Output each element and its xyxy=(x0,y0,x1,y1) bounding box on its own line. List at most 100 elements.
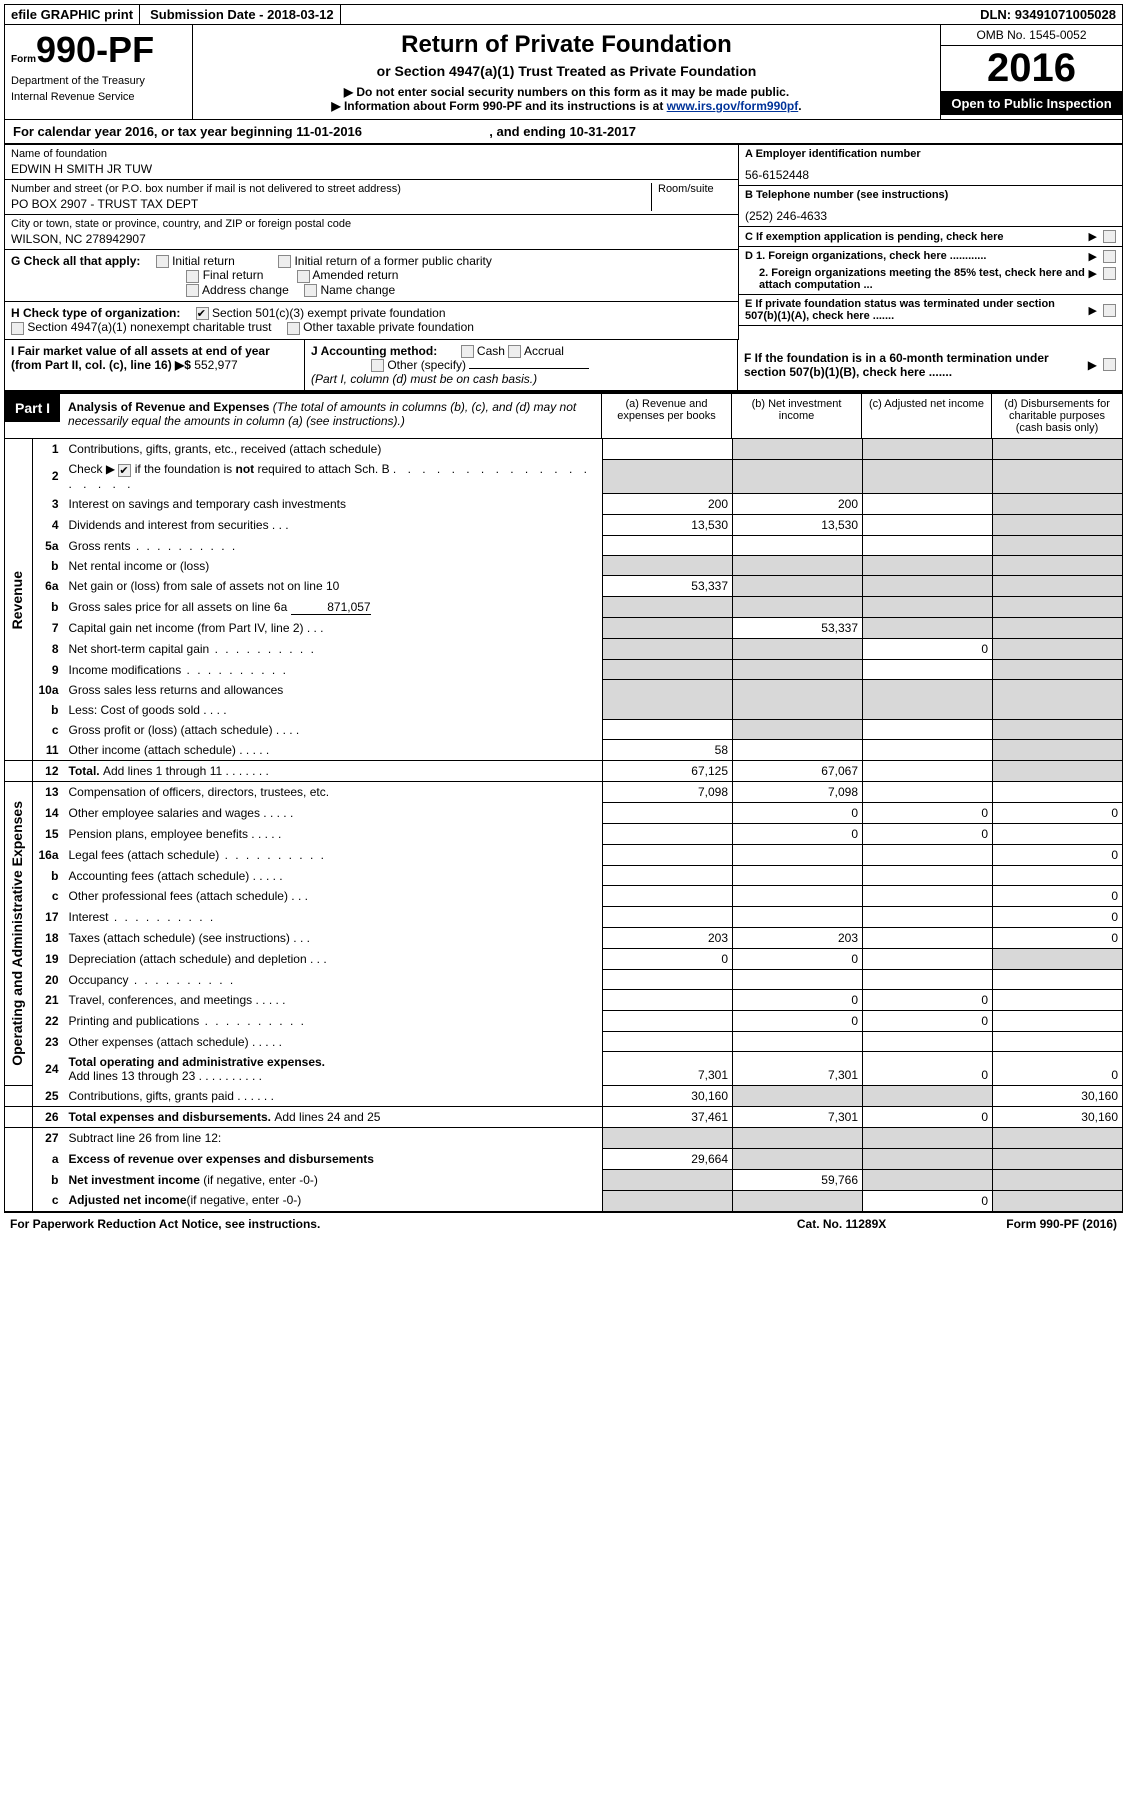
line-2-desc: Check ▶ if the foundation is not require… xyxy=(65,459,603,493)
line-10c-no: c xyxy=(33,720,65,740)
line-6b-b xyxy=(733,597,863,618)
line-16c-c xyxy=(863,886,993,907)
checkbox-c[interactable] xyxy=(1103,230,1116,243)
line-10ab-c xyxy=(863,680,993,720)
checkbox-amended[interactable] xyxy=(297,270,310,283)
g-opt3: Final return xyxy=(203,268,264,282)
dln-value: 93491071005028 xyxy=(1015,7,1116,22)
page-footer: For Paperwork Reduction Act Notice, see … xyxy=(4,1213,1123,1235)
line-6b-a xyxy=(603,597,733,618)
line-16a-desc: Legal fees (attach schedule) xyxy=(65,845,603,866)
line-19-c xyxy=(863,949,993,970)
line-27a-c xyxy=(863,1148,993,1169)
checkbox-accrual[interactable] xyxy=(508,345,521,358)
line-9-b xyxy=(733,660,863,680)
checkbox-f[interactable] xyxy=(1103,358,1116,371)
line-18-a: 203 xyxy=(603,928,733,949)
checkbox-4947[interactable] xyxy=(11,322,24,335)
section-j: J Accounting method: Cash Accrual Other … xyxy=(305,340,738,391)
line-5b-desc: Net rental income or (loss) xyxy=(65,556,603,576)
header-right: OMB No. 1545-0052 2016 Open to Public In… xyxy=(940,25,1122,119)
line-27a-desc: Excess of revenue over expenses and disb… xyxy=(65,1148,603,1169)
other-specify-input[interactable] xyxy=(469,368,589,369)
line-16a-d: 0 xyxy=(993,845,1123,866)
g-label: G Check all that apply: xyxy=(11,254,140,268)
checkbox-501c3[interactable] xyxy=(196,307,209,320)
dln-cell: DLN: 93491071005028 xyxy=(974,5,1122,24)
section-i: I Fair market value of all assets at end… xyxy=(5,340,305,391)
tel-value: (252) 246-4633 xyxy=(745,209,1116,223)
line-27a-d xyxy=(993,1148,1123,1169)
d1-label: D 1. Foreign organizations, check here .… xyxy=(745,250,1089,263)
checkbox-address-change[interactable] xyxy=(186,284,199,297)
col-b-header: (b) Net investment income xyxy=(732,394,862,438)
checkbox-initial-return[interactable] xyxy=(156,255,169,268)
part1-table: Revenue 1 Contributions, gifts, grants, … xyxy=(4,439,1123,1212)
line-9-a xyxy=(603,660,733,680)
line-11-c xyxy=(863,740,993,761)
line-15-c: 0 xyxy=(863,824,993,845)
d2-label: 2. Foreign organizations meeting the 85%… xyxy=(745,267,1089,291)
line-27-b xyxy=(733,1128,863,1149)
arrow-icon: ▶ xyxy=(1088,358,1097,372)
line-3-desc: Interest on savings and temporary cash i… xyxy=(65,494,603,515)
checkbox-name-change[interactable] xyxy=(304,284,317,297)
part1-header: Part I Analysis of Revenue and Expenses … xyxy=(4,392,1123,439)
open-inspection: Open to Public Inspection xyxy=(941,92,1122,115)
line-26-desc: Total expenses and disbursements. Add li… xyxy=(65,1107,603,1128)
checkbox-d2[interactable] xyxy=(1103,267,1116,280)
line-14-c: 0 xyxy=(863,803,993,824)
line-5a-d xyxy=(993,536,1123,556)
line-17-b xyxy=(733,907,863,928)
line-24-no: 24 xyxy=(33,1052,65,1086)
checkbox-schb[interactable] xyxy=(118,464,131,477)
line-14-b: 0 xyxy=(733,803,863,824)
line-9-desc: Income modifications xyxy=(65,660,603,680)
checkbox-initial-former[interactable] xyxy=(278,255,291,268)
checkbox-final-return[interactable] xyxy=(186,270,199,283)
line-26-c: 0 xyxy=(863,1107,993,1128)
col-d-header: (d) Disbursements for charitable purpose… xyxy=(992,394,1122,438)
line-27b-a xyxy=(603,1169,733,1190)
foundation-name: EDWIN H SMITH JR TUW xyxy=(11,162,732,176)
line-22-a xyxy=(603,1011,733,1032)
line-5a-b xyxy=(733,536,863,556)
line-12-desc: Total. Add lines 1 through 11 . . . . . … xyxy=(65,761,603,782)
line-8-desc: Net short-term capital gain xyxy=(65,639,603,660)
line-27-no: 27 xyxy=(33,1128,65,1149)
line-2-d xyxy=(993,459,1123,493)
line-24-d: 0 xyxy=(993,1052,1123,1086)
line-10c-b xyxy=(733,720,863,740)
fair-market-value: 552,977 xyxy=(194,358,237,372)
line-23-d xyxy=(993,1032,1123,1052)
line-1-no: 1 xyxy=(33,439,65,459)
line-27-d xyxy=(993,1128,1123,1149)
line-10b-no: b xyxy=(33,700,65,720)
g-opt4: Amended return xyxy=(312,268,398,282)
line-3-b: 200 xyxy=(733,494,863,515)
line-1-b xyxy=(733,439,863,459)
info-note-link[interactable]: www.irs.gov/form990pf xyxy=(667,99,799,113)
spacer xyxy=(5,1128,33,1212)
addr-label: Number and street (or P.O. box number if… xyxy=(11,183,647,195)
form-container: efile GRAPHIC print Submission Date - 20… xyxy=(0,0,1127,1239)
line-4-desc: Dividends and interest from securities .… xyxy=(65,515,603,536)
checkbox-cash[interactable] xyxy=(461,345,474,358)
checkbox-d1[interactable] xyxy=(1103,250,1116,263)
checkbox-other-taxable[interactable] xyxy=(287,322,300,335)
city-cell: City or town, state or province, country… xyxy=(5,215,738,250)
section-g: G Check all that apply: Initial return I… xyxy=(5,250,738,302)
checkbox-other[interactable] xyxy=(371,359,384,372)
line-12-b: 67,067 xyxy=(733,761,863,782)
c-label: C If exemption application is pending, c… xyxy=(745,231,1089,243)
line-7-desc: Capital gain net income (from Part IV, l… xyxy=(65,618,603,639)
line-7-no: 7 xyxy=(33,618,65,639)
line-27a-b xyxy=(733,1148,863,1169)
line-17-a xyxy=(603,907,733,928)
cal-end: 10-31-2017 xyxy=(569,124,636,139)
checkbox-e[interactable] xyxy=(1103,304,1116,317)
filer-info: Name of foundation EDWIN H SMITH JR TUW … xyxy=(4,145,1123,340)
line-7-b: 53,337 xyxy=(733,618,863,639)
line-27c-d xyxy=(993,1190,1123,1212)
line-26-no: 26 xyxy=(33,1107,65,1128)
